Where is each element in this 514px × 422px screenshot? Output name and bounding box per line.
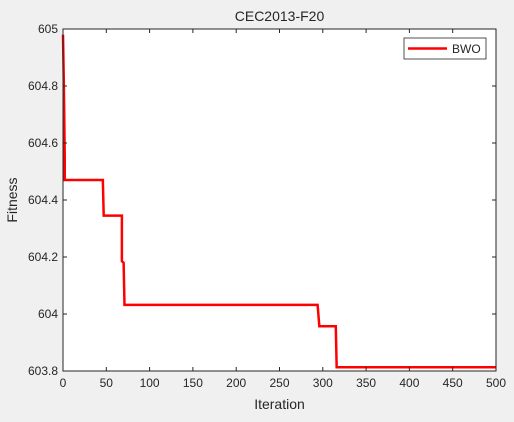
legend: BWO xyxy=(403,37,487,60)
y-tick-label: 604.4 xyxy=(28,193,58,207)
y-tick-label: 604 xyxy=(38,307,58,321)
y-tick-label: 605 xyxy=(38,22,58,36)
x-axis-label: Iteration xyxy=(254,396,305,412)
y-axis-label: Fitness xyxy=(4,177,20,222)
x-tick-label: 0 xyxy=(60,376,67,390)
x-tick-label: 100 xyxy=(140,376,160,390)
x-tick-label: 400 xyxy=(399,376,419,390)
x-tick-label: 500 xyxy=(486,376,506,390)
y-tick-label: 604.2 xyxy=(28,250,58,264)
x-tick-label: 450 xyxy=(443,376,463,390)
x-tick-label: 200 xyxy=(226,376,246,390)
x-tick-label: 300 xyxy=(313,376,333,390)
series-line-bwo xyxy=(61,34,496,369)
chart-title: CEC2013-F20 xyxy=(235,8,325,24)
x-tick-label: 250 xyxy=(269,376,289,390)
x-tick-label: 150 xyxy=(183,376,203,390)
y-tick-label: 604.6 xyxy=(28,136,58,150)
legend-label-bwo: BWO xyxy=(452,42,481,56)
y-tick-label: 604.8 xyxy=(28,79,58,93)
y-tick-label: 603.8 xyxy=(28,364,58,378)
x-tick-label: 50 xyxy=(100,376,114,390)
plot-area xyxy=(63,29,496,371)
x-tick-label: 350 xyxy=(356,376,376,390)
